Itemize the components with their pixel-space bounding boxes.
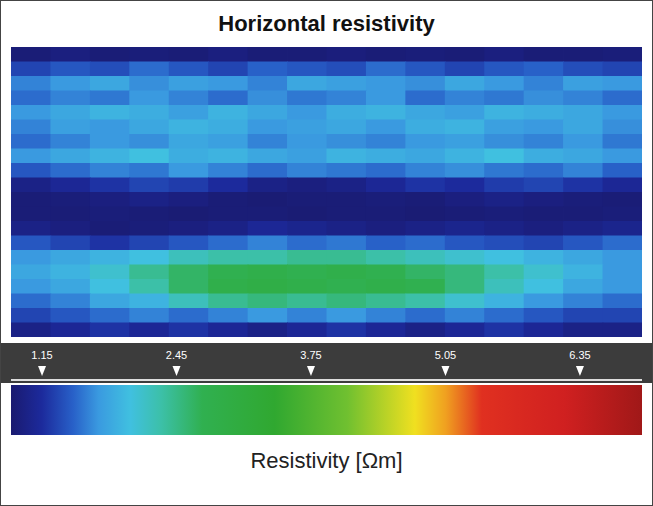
svg-text:5.05: 5.05 [435, 349, 456, 361]
svg-text:3.75: 3.75 [300, 349, 321, 361]
svg-text:6.35: 6.35 [569, 349, 590, 361]
svg-text:2.45: 2.45 [166, 349, 187, 361]
svg-text:1.15: 1.15 [31, 349, 52, 361]
html-text:Resistivity [Ωm]: Resistivity [Ωm] [250, 448, 403, 473]
html-text:Horizontal resistivity: Horizontal resistivity [218, 11, 435, 36]
